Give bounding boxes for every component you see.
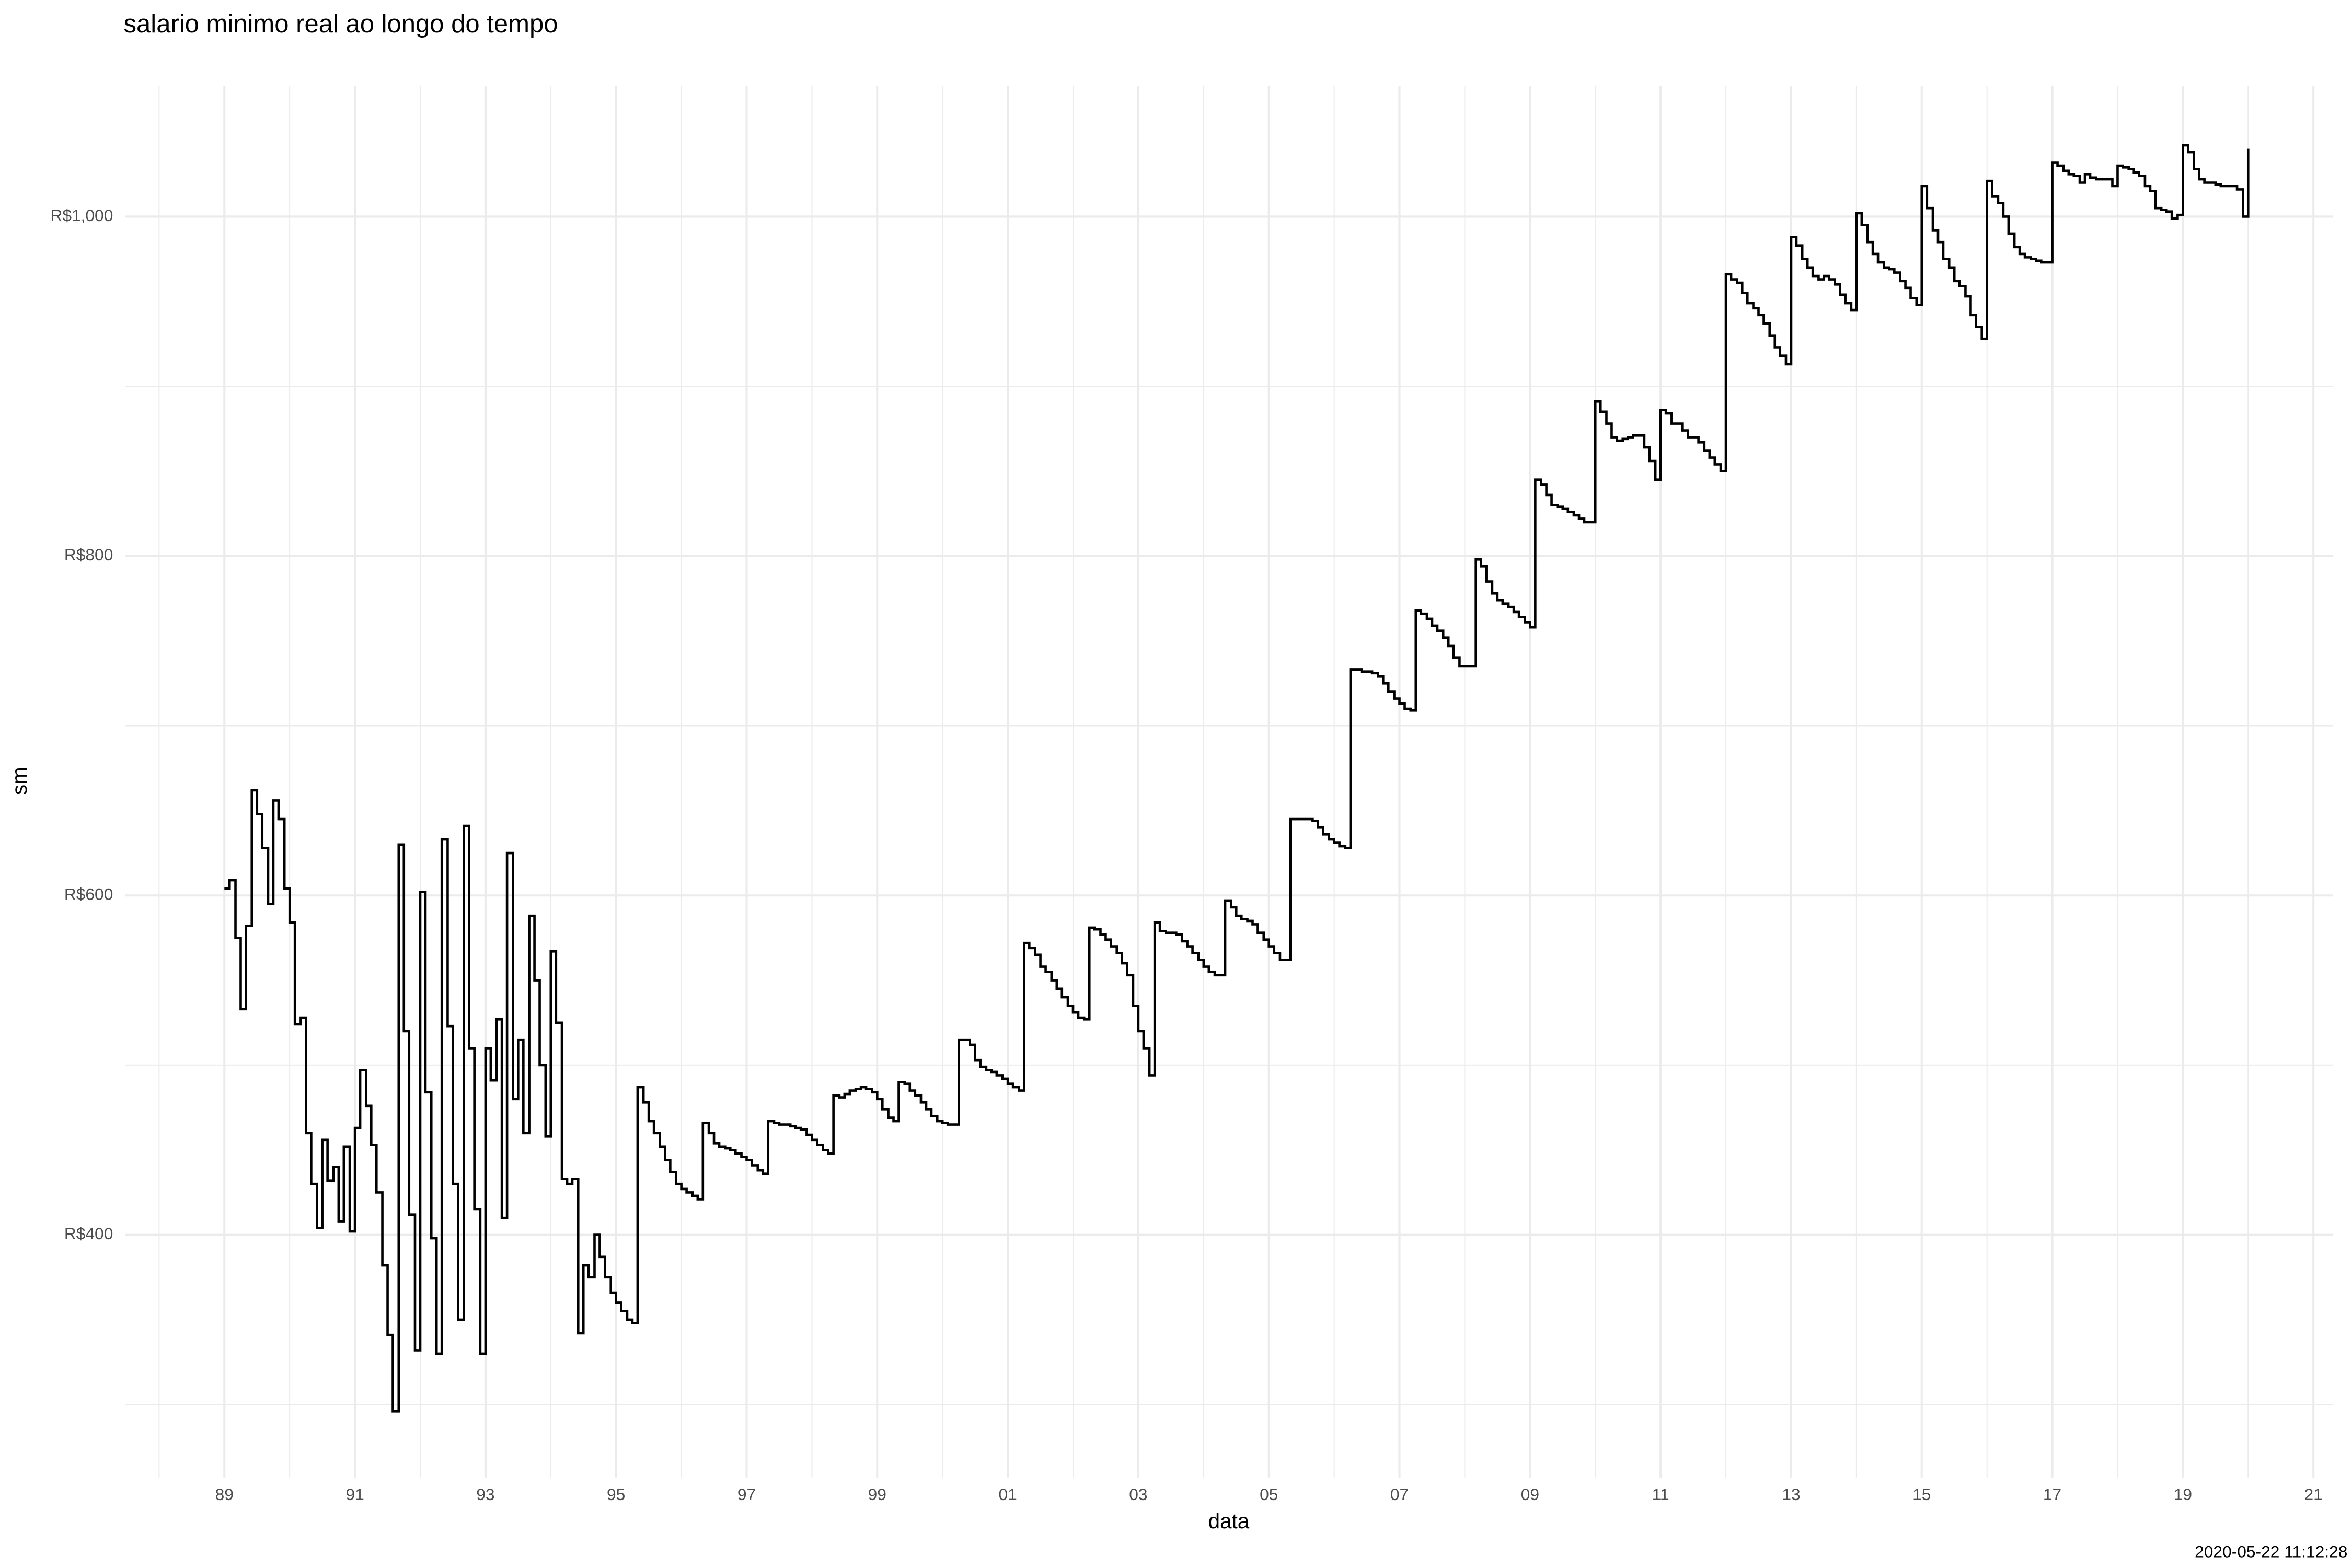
x-tick-label: 11: [1652, 1485, 1669, 1504]
x-tick-label: 19: [2174, 1485, 2192, 1504]
x-tick-label: 93: [476, 1485, 494, 1504]
y-tick-label: R$600: [64, 885, 113, 904]
chart-title: salario minimo real ao longo do tempo: [124, 10, 558, 38]
x-axis-label: data: [1208, 1509, 1250, 1533]
x-tick-label: 91: [345, 1485, 364, 1504]
x-tick-label: 15: [1912, 1485, 1931, 1504]
y-axis-label: sm: [7, 767, 31, 795]
x-tick-label: 03: [1129, 1485, 1147, 1504]
y-tick-label: R$1,000: [50, 206, 113, 225]
x-tick-label: 17: [2043, 1485, 2061, 1504]
x-tick-label: 13: [1782, 1485, 1800, 1504]
x-tick-label: 89: [215, 1485, 234, 1504]
axes: R$400 R$600 R$800 R$1,000 89 91 93 95 97 99 01 03 05…: [50, 206, 2322, 1504]
x-tick-label: 97: [737, 1485, 756, 1504]
x-tick-label: 07: [1390, 1485, 1409, 1504]
x-tick-label: 05: [1260, 1485, 1278, 1504]
plot-area: [224, 144, 2250, 1413]
x-tick-label: 99: [868, 1485, 886, 1504]
x-tick-label: 01: [998, 1485, 1017, 1504]
step-line: [224, 144, 2250, 1413]
caption: 2020-05-22 11:12:28: [2195, 1542, 2347, 1561]
x-tick-label: 95: [607, 1485, 625, 1504]
x-tick-label: 21: [2304, 1485, 2323, 1504]
y-tick-label: R$400: [64, 1224, 113, 1243]
x-tick-label: 09: [1521, 1485, 1539, 1504]
y-tick-label: R$800: [64, 545, 113, 564]
grid: [125, 86, 2333, 1478]
